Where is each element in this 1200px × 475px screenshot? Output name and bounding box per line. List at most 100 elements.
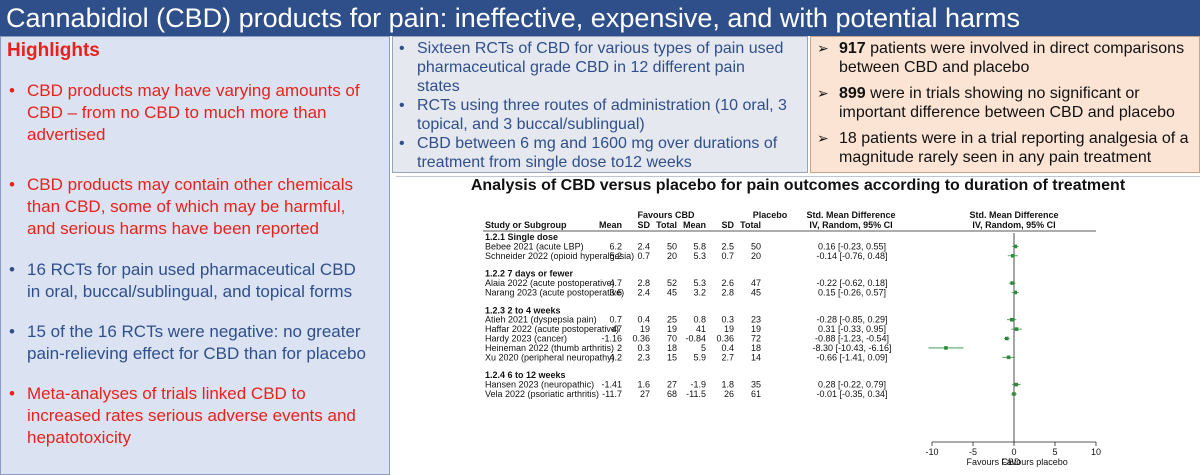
subgroup-label: 1.2.2 7 days or fewer xyxy=(485,269,574,279)
study-name: Hardy 2023 (cancer) xyxy=(485,334,567,344)
study-name: Schneider 2022 (opioid hyperalgesia) xyxy=(485,251,634,261)
placebo-total: 47 xyxy=(751,278,761,288)
study-name: Vela 2022 (psoriatic arthritis) xyxy=(485,389,599,399)
title-bar: Cannabidiol (CBD) products for pain: ine… xyxy=(0,0,1200,36)
highlight-line: Meta-analyses of trials linked CBD to xyxy=(27,384,306,403)
cbd-total: 27 xyxy=(667,380,677,390)
patient-line: magnitude rarely seen in any pain treatm… xyxy=(839,149,1152,166)
placebo-mean: 3.2 xyxy=(693,287,706,297)
summary-line: topical, and 3 buccal/sublingual) xyxy=(417,116,645,133)
smd-ci: -8.30 [-10.43, -6.16] xyxy=(812,343,891,353)
x-tick-label: 0 xyxy=(1011,447,1016,457)
smd-marker xyxy=(1014,382,1019,387)
summary-line: RCTs using three routes of administratio… xyxy=(417,97,787,114)
cbd-mean: 6.2 xyxy=(609,241,622,251)
placebo-total: 50 xyxy=(751,241,761,251)
placebo-sd: 2.5 xyxy=(721,241,734,251)
subgroup-label: 1.2.4 6 to 12 weeks xyxy=(485,370,566,380)
x-tick-label: 10 xyxy=(1091,447,1101,457)
highlight-line: advertised xyxy=(27,125,106,144)
smd-ci: 0.31 [-0.33, 0.95] xyxy=(818,324,886,334)
cbd-sd: 2.4 xyxy=(637,241,650,251)
smd-ci: 0.15 [-0.26, 0.57] xyxy=(818,287,886,297)
cbd-mean: -11.7 xyxy=(602,389,622,399)
placebo-mean: 5.9 xyxy=(693,352,706,362)
smd-ci: -0.14 [-0.76, 0.48] xyxy=(816,251,887,261)
highlight-line: CBD products may have varying amounts of xyxy=(27,81,360,100)
placebo-sd: 2.7 xyxy=(721,352,734,362)
summary-item: • Sixteen RCTs of CBD for various types o… xyxy=(399,39,803,96)
study-summary-panel: • Sixteen RCTs of CBD for various types o… xyxy=(392,36,808,173)
x-tick-label: -5 xyxy=(969,447,977,457)
x-tick-label: 5 xyxy=(1052,447,1057,457)
smd-ci: -0.01 [-0.35, 0.34] xyxy=(816,389,887,399)
summary-line: treatment from single dose to12 weeks xyxy=(417,154,692,171)
placebo-sd: 26 xyxy=(724,389,734,399)
patient-count: 917 xyxy=(839,40,866,57)
patient-line: patients were involved in direct compari… xyxy=(865,40,1185,57)
cbd-total: 50 xyxy=(667,241,677,251)
subgroup-label: 1.2.1 Single dose xyxy=(485,232,558,242)
placebo-sd: 1.8 xyxy=(721,380,734,390)
highlight-line: CBD – from no CBD to much more than xyxy=(27,103,327,122)
header-total-placebo: Total xyxy=(740,220,761,230)
study-name: Atieh 2021 (dyspepsia pain) xyxy=(485,315,597,325)
highlight-line: hepatotoxicity xyxy=(27,428,131,447)
arrow-bullet-icon: ➢ xyxy=(817,85,829,101)
placebo-sd: 0.3 xyxy=(721,315,734,325)
placebo-mean: 41 xyxy=(696,324,706,334)
study-name: Heineman 2022 (thumb arthritis) xyxy=(485,343,614,353)
cbd-mean: 2 xyxy=(617,343,622,353)
placebo-total: 61 xyxy=(751,389,761,399)
smd-ci: -0.28 [-0.85, 0.29] xyxy=(816,315,887,325)
placebo-mean: 5.8 xyxy=(693,241,706,251)
arrow-bullet-icon: ➢ xyxy=(817,130,829,146)
patient-line: between CBD and placebo xyxy=(839,59,1030,76)
cbd-total: 19 xyxy=(667,324,677,334)
header-total: Total xyxy=(656,220,677,230)
highlight-line: and serious harms have been reported xyxy=(27,219,320,238)
favours-cbd-label: Favours CBD xyxy=(966,457,1021,467)
patient-line: 18 patients were in a trial reporting an… xyxy=(839,130,1189,147)
smd-ci: -0.66 [-1.41, 0.09] xyxy=(816,352,887,362)
smd-ci: 0.28 [-0.22, 0.79] xyxy=(818,380,886,390)
cbd-mean: 47 xyxy=(612,324,622,334)
placebo-total: 35 xyxy=(751,380,761,390)
patient-item: ➢ 917 patients were involved in direct co… xyxy=(817,39,1197,77)
placebo-sd: 0.4 xyxy=(721,343,734,353)
cbd-mean: 4.7 xyxy=(609,278,622,288)
smd-ci: 0.16 [-0.23, 0.55] xyxy=(818,241,886,251)
cbd-sd: 27 xyxy=(640,389,650,399)
study-name: Bebee 2021 (acute LBP) xyxy=(485,241,584,251)
highlight-line: pain-relieving effect for CBD than for p… xyxy=(27,344,366,363)
patient-count: 899 xyxy=(839,85,866,102)
header-mean-placebo: Mean xyxy=(683,220,706,230)
cbd-sd: 19 xyxy=(640,324,650,334)
placebo-total: 19 xyxy=(751,324,761,334)
header-method-plot: IV, Random, 95% CI xyxy=(972,220,1055,230)
study-name: Hansen 2023 (neuropathic) xyxy=(485,380,594,390)
header-study: Study or Subgroup xyxy=(485,220,567,230)
smd-marker xyxy=(1006,355,1011,360)
study-name: Narang 2023 (acute postoperative) xyxy=(485,287,624,297)
cbd-mean: 4.2 xyxy=(609,352,622,362)
header-sd-placebo: SD xyxy=(721,220,734,230)
page-title: Cannabidiol (CBD) products for pain: ine… xyxy=(6,3,1021,33)
cbd-total: 52 xyxy=(667,278,677,288)
smd-marker xyxy=(1014,327,1019,331)
study-name: Haffar 2022 (acute postoperative) xyxy=(485,324,619,334)
summary-line: pharmaceutical grade CBD in 12 different… xyxy=(417,59,745,76)
bullet-icon: • xyxy=(9,260,15,279)
placebo-sd: 2.6 xyxy=(721,278,734,288)
cbd-total: 18 xyxy=(667,343,677,353)
cbd-sd: 2.8 xyxy=(637,278,650,288)
placebo-total: 45 xyxy=(751,287,761,297)
header-sd: SD xyxy=(637,220,650,230)
forest-plot-title: Analysis of CBD versus placebo for pain … xyxy=(470,177,1126,194)
placebo-total: 14 xyxy=(751,352,761,362)
placebo-total: 18 xyxy=(751,343,761,353)
summary-line: CBD between 6 mg and 1600 mg over durati… xyxy=(417,135,778,152)
placebo-sd: 2.8 xyxy=(721,287,734,297)
smd-marker xyxy=(1011,254,1015,258)
smd-marker xyxy=(1009,317,1014,322)
